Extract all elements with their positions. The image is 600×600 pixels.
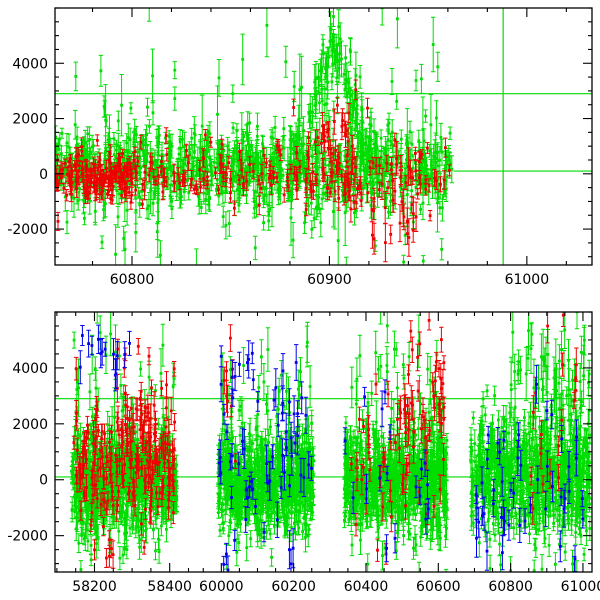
series-blue [78,324,585,572]
top-panel-chart: 60800 60900 61000 -2000 0 2000 4000 [7,7,593,288]
axis-ticks [55,311,592,572]
plot-area [55,8,592,265]
x-tick-label: 60400 [344,579,389,595]
tick-labels: 60800 60900 61000 -2000 0 2000 4000 [7,56,549,288]
y-tick-label: 4000 [12,361,48,377]
markers-green [288,15,378,187]
reference-lines [55,8,592,265]
series-green [55,8,454,265]
axis-ticks [55,7,592,265]
y-tick-label: -2000 [7,222,48,238]
x-tick-label: 60000 [199,579,244,595]
markers-blue [78,334,131,377]
y-tick-label: 4000 [12,56,48,72]
error-bars-blue [342,379,431,563]
x-tick-label: 60800 [488,579,533,595]
x-tick-label: 61000 [505,272,550,288]
error-bars-red [303,79,359,223]
markers-red [55,139,134,223]
plot-frame [54,7,593,266]
bottom-panel: 58200 58400 60000 60200 60400 60600 60800 61000… [0,300,600,600]
top-panel: 60800 60900 61000 -2000 0 2000 4000 [7,7,593,288]
y-tick-label: 2000 [12,417,48,433]
x-tick-label: 60600 [416,579,461,595]
markers-green [343,347,449,566]
tick-labels: 58200 58400 60000 60200 60400 60600 60800 61000… [7,361,600,595]
markers-red [393,319,446,516]
error-bars-blue [78,324,132,392]
x-tick-label: 61000 [561,579,600,595]
y-tick-label: 0 [39,473,48,489]
series-red [55,79,452,263]
markers-red [222,336,237,463]
y-tick-label: 0 [39,167,48,183]
plot-frame [54,311,593,573]
x-tick-label: 60900 [307,272,352,288]
series-red [71,312,579,569]
y-tick-label: -2000 [7,529,48,545]
x-tick-label: 58200 [72,579,117,595]
x-tick-label: 60800 [110,272,155,288]
x-tick-label: 58400 [147,579,192,595]
series-green [69,312,592,572]
markers-red [304,88,358,211]
markers-green [469,359,592,572]
x-tick-label: 60200 [271,579,316,595]
plot-area [55,312,592,572]
bottom-panel-chart: 58200 58400 60000 60200 60400 60600 60800 61000… [7,311,600,595]
markers-red [366,156,418,244]
markers-red [349,382,393,556]
y-tick-label: 2000 [12,112,48,128]
